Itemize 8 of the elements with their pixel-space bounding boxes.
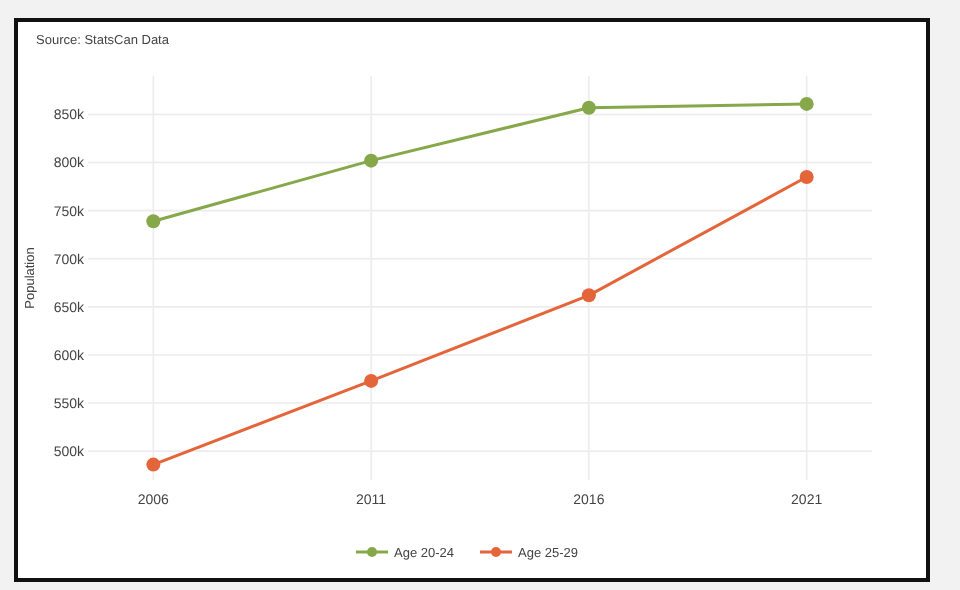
point bbox=[364, 373, 379, 388]
point bbox=[146, 457, 161, 472]
point bbox=[364, 153, 379, 168]
point bbox=[581, 100, 596, 115]
point bbox=[146, 214, 161, 229]
point bbox=[799, 170, 814, 184]
point bbox=[581, 288, 596, 303]
point bbox=[799, 96, 814, 111]
